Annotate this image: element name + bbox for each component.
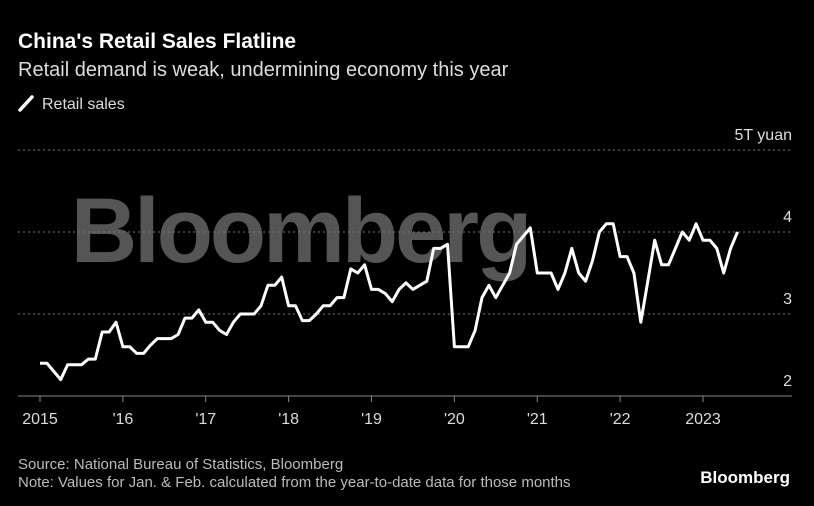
x-tick-label: '20 (444, 411, 465, 428)
chart-title: China's Retail Sales Flatline (18, 30, 296, 53)
x-tick-label: '19 (361, 411, 382, 428)
x-tick-label: 2015 (22, 411, 58, 428)
y-tick-label: 5T yuan (734, 127, 792, 144)
note: Note: Values for Jan. & Feb. calculated … (18, 474, 571, 491)
y-tick-label: 4 (783, 209, 792, 226)
x-tick-label: 2023 (685, 411, 721, 428)
chart-subtitle: Retail demand is weak, undermining econo… (18, 59, 509, 81)
y-tick-label: 2 (783, 373, 792, 390)
x-tick-label: '18 (278, 411, 299, 428)
logo: Bloomberg (700, 468, 790, 487)
x-tick-label: '17 (195, 411, 216, 428)
legend-swatch (18, 95, 34, 112)
x-tick-label: '21 (527, 411, 548, 428)
x-tick-label: '22 (610, 411, 631, 428)
y-tick-label: 3 (783, 291, 792, 308)
watermark: Bloomberg (71, 180, 530, 282)
x-tick-label: '16 (112, 411, 133, 428)
data-line (40, 222, 739, 382)
legend-label: Retail sales (42, 96, 125, 113)
source: Source: National Bureau of Statistics, B… (18, 456, 343, 473)
